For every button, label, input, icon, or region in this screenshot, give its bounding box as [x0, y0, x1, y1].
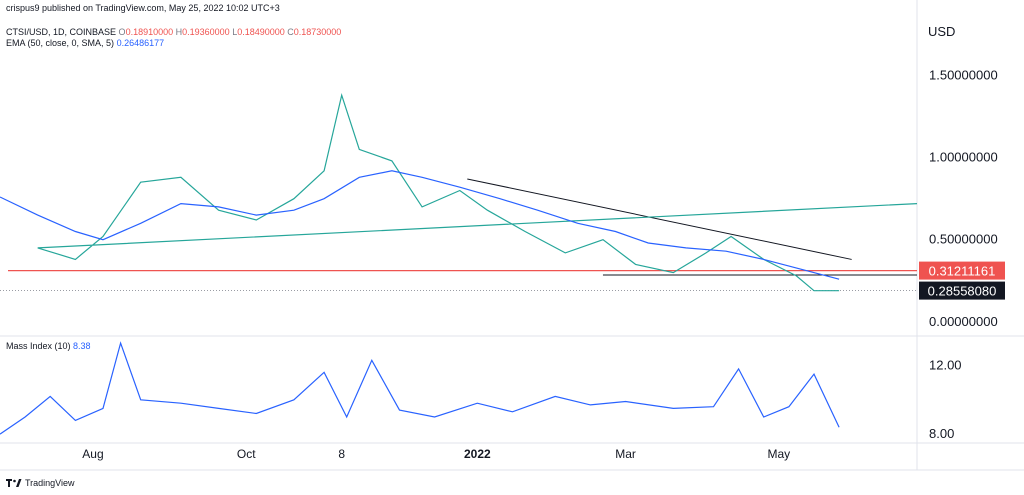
ohlc-value-h: 0.19360000 [182, 27, 230, 37]
symbol-legend: CTSI/USD, 1D, COINBASE O0.18910000 H0.19… [6, 27, 341, 37]
publisher-line: crispus9 published on TradingView.com, M… [6, 3, 280, 13]
mass-tick-label: 8.00 [929, 426, 954, 441]
currency-label: USD [928, 24, 956, 39]
footer-brand-text: TradingView [25, 478, 75, 488]
mass-tick-label: 12.00 [929, 357, 962, 372]
time-tick-label: Mar [615, 447, 636, 461]
price-tick-label: 1.50000000 [929, 67, 998, 82]
price-badge-label: 0.28558080 [928, 284, 997, 299]
ema-legend: EMA (50, close, 0, SMA, 5) 0.26486177 [6, 38, 164, 48]
ohlc-key-h: H [173, 27, 183, 37]
resistance-trendline [467, 178, 852, 260]
mass-index-legend: Mass Index (10) 8.38 [6, 341, 91, 351]
price-series-line [37, 92, 918, 292]
price-badge-label: 0.31211161 [929, 264, 996, 279]
ohlc-key-c: C [284, 27, 294, 37]
ema-value: 0.26486177 [116, 38, 165, 48]
mass-index-value: 8.38 [73, 341, 91, 351]
mass-index-line [0, 341, 840, 435]
tradingview-logo-icon [6, 478, 22, 488]
ohlc-value-c: 0.18730000 [293, 27, 342, 37]
time-tick-label: Oct [237, 447, 256, 461]
price-tick-label: 0.00000000 [929, 314, 998, 329]
time-tick-label: Aug [82, 447, 103, 461]
price-badge [919, 281, 1005, 300]
time-tick-label: 2022 [464, 447, 491, 461]
mass-index-label: Mass Index (10) [6, 341, 71, 351]
ohlc-value-l: 0.18490000 [237, 27, 285, 37]
ohlc-values: O0.18910000 H0.19360000 L0.18490000 C0.1… [119, 27, 342, 37]
ohlc-key-o: O [118, 27, 126, 37]
price-tick-label: 1.00000000 [929, 150, 998, 165]
ema-line [0, 170, 840, 280]
time-tick-label: May [767, 447, 790, 461]
price-tick-label: 0.50000000 [929, 232, 998, 247]
ohlc-value-o: 0.18910000 [125, 27, 174, 37]
ema-label: EMA (50, close, 0, SMA, 5) [6, 38, 115, 48]
price-badge [919, 261, 1005, 280]
footer-brand[interactable]: TradingView [6, 478, 75, 488]
time-tick-label: 8 [338, 447, 345, 461]
ohlc-key-l: L [229, 27, 238, 37]
symbol-label: CTSI/USD, 1D, COINBASE [6, 27, 117, 37]
